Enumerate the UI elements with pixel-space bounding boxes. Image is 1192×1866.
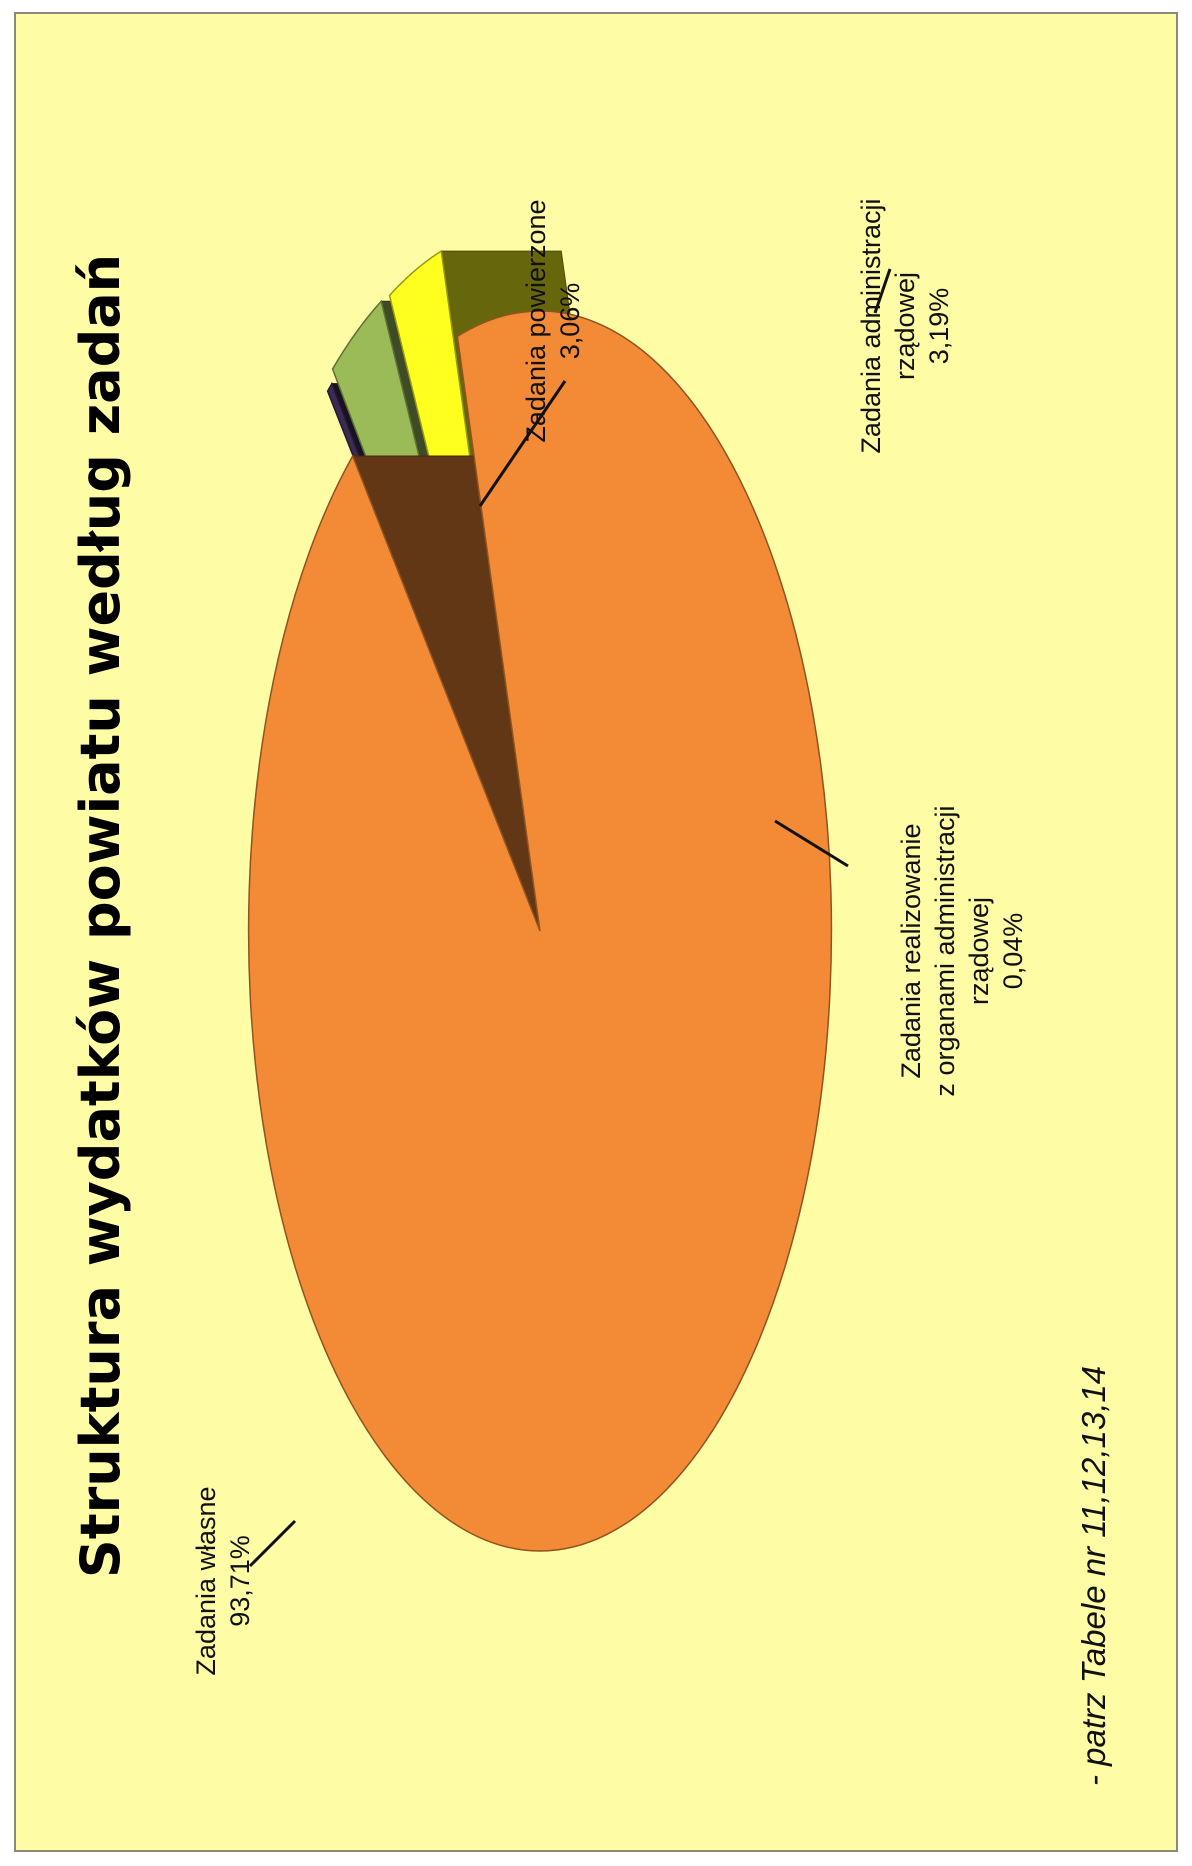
slice-name-label: Zadania realizowanie (896, 823, 926, 1078)
slice-label-0: Zadania własne 93,71% (191, 1486, 255, 1675)
slice-label-3: Zadania powierzone 3,06% (521, 199, 585, 442)
slice-name-label: Zadania powierzone (521, 199, 551, 442)
slice-name-label: rządowej (890, 272, 920, 380)
slice-name-label: Zadania administracji (856, 198, 886, 453)
leader-line-0 (248, 1519, 297, 1568)
source-note: - patrz Tabele nr 11,12,13,14 (1075, 1366, 1112, 1786)
slice-label-2: Zadania administracji rządowej 3,19% (856, 198, 954, 453)
slice-value-label: 3,19% (924, 288, 954, 365)
slice-value-label: 3,06% (555, 283, 585, 360)
slice-0-top (247, 310, 833, 1552)
slice-name-label: z organami administracji (930, 805, 960, 1096)
slice-name-label: rządowej (964, 897, 994, 1005)
slice-value-label: 93,71% (225, 1535, 255, 1627)
slice-name-label: Zadania własne (191, 1486, 221, 1675)
chart-title: Struktura wydatków powiatu według zadań (69, 254, 132, 1578)
slice-value-label: 0,04% (998, 913, 1028, 990)
slice-label-1: Zadania realizowanie z organami administr… (896, 805, 1028, 1096)
slice-0 (247, 310, 833, 1552)
leader-line-2 (873, 268, 892, 314)
leader-line-3 (478, 380, 567, 507)
leader-line-1 (774, 819, 849, 868)
